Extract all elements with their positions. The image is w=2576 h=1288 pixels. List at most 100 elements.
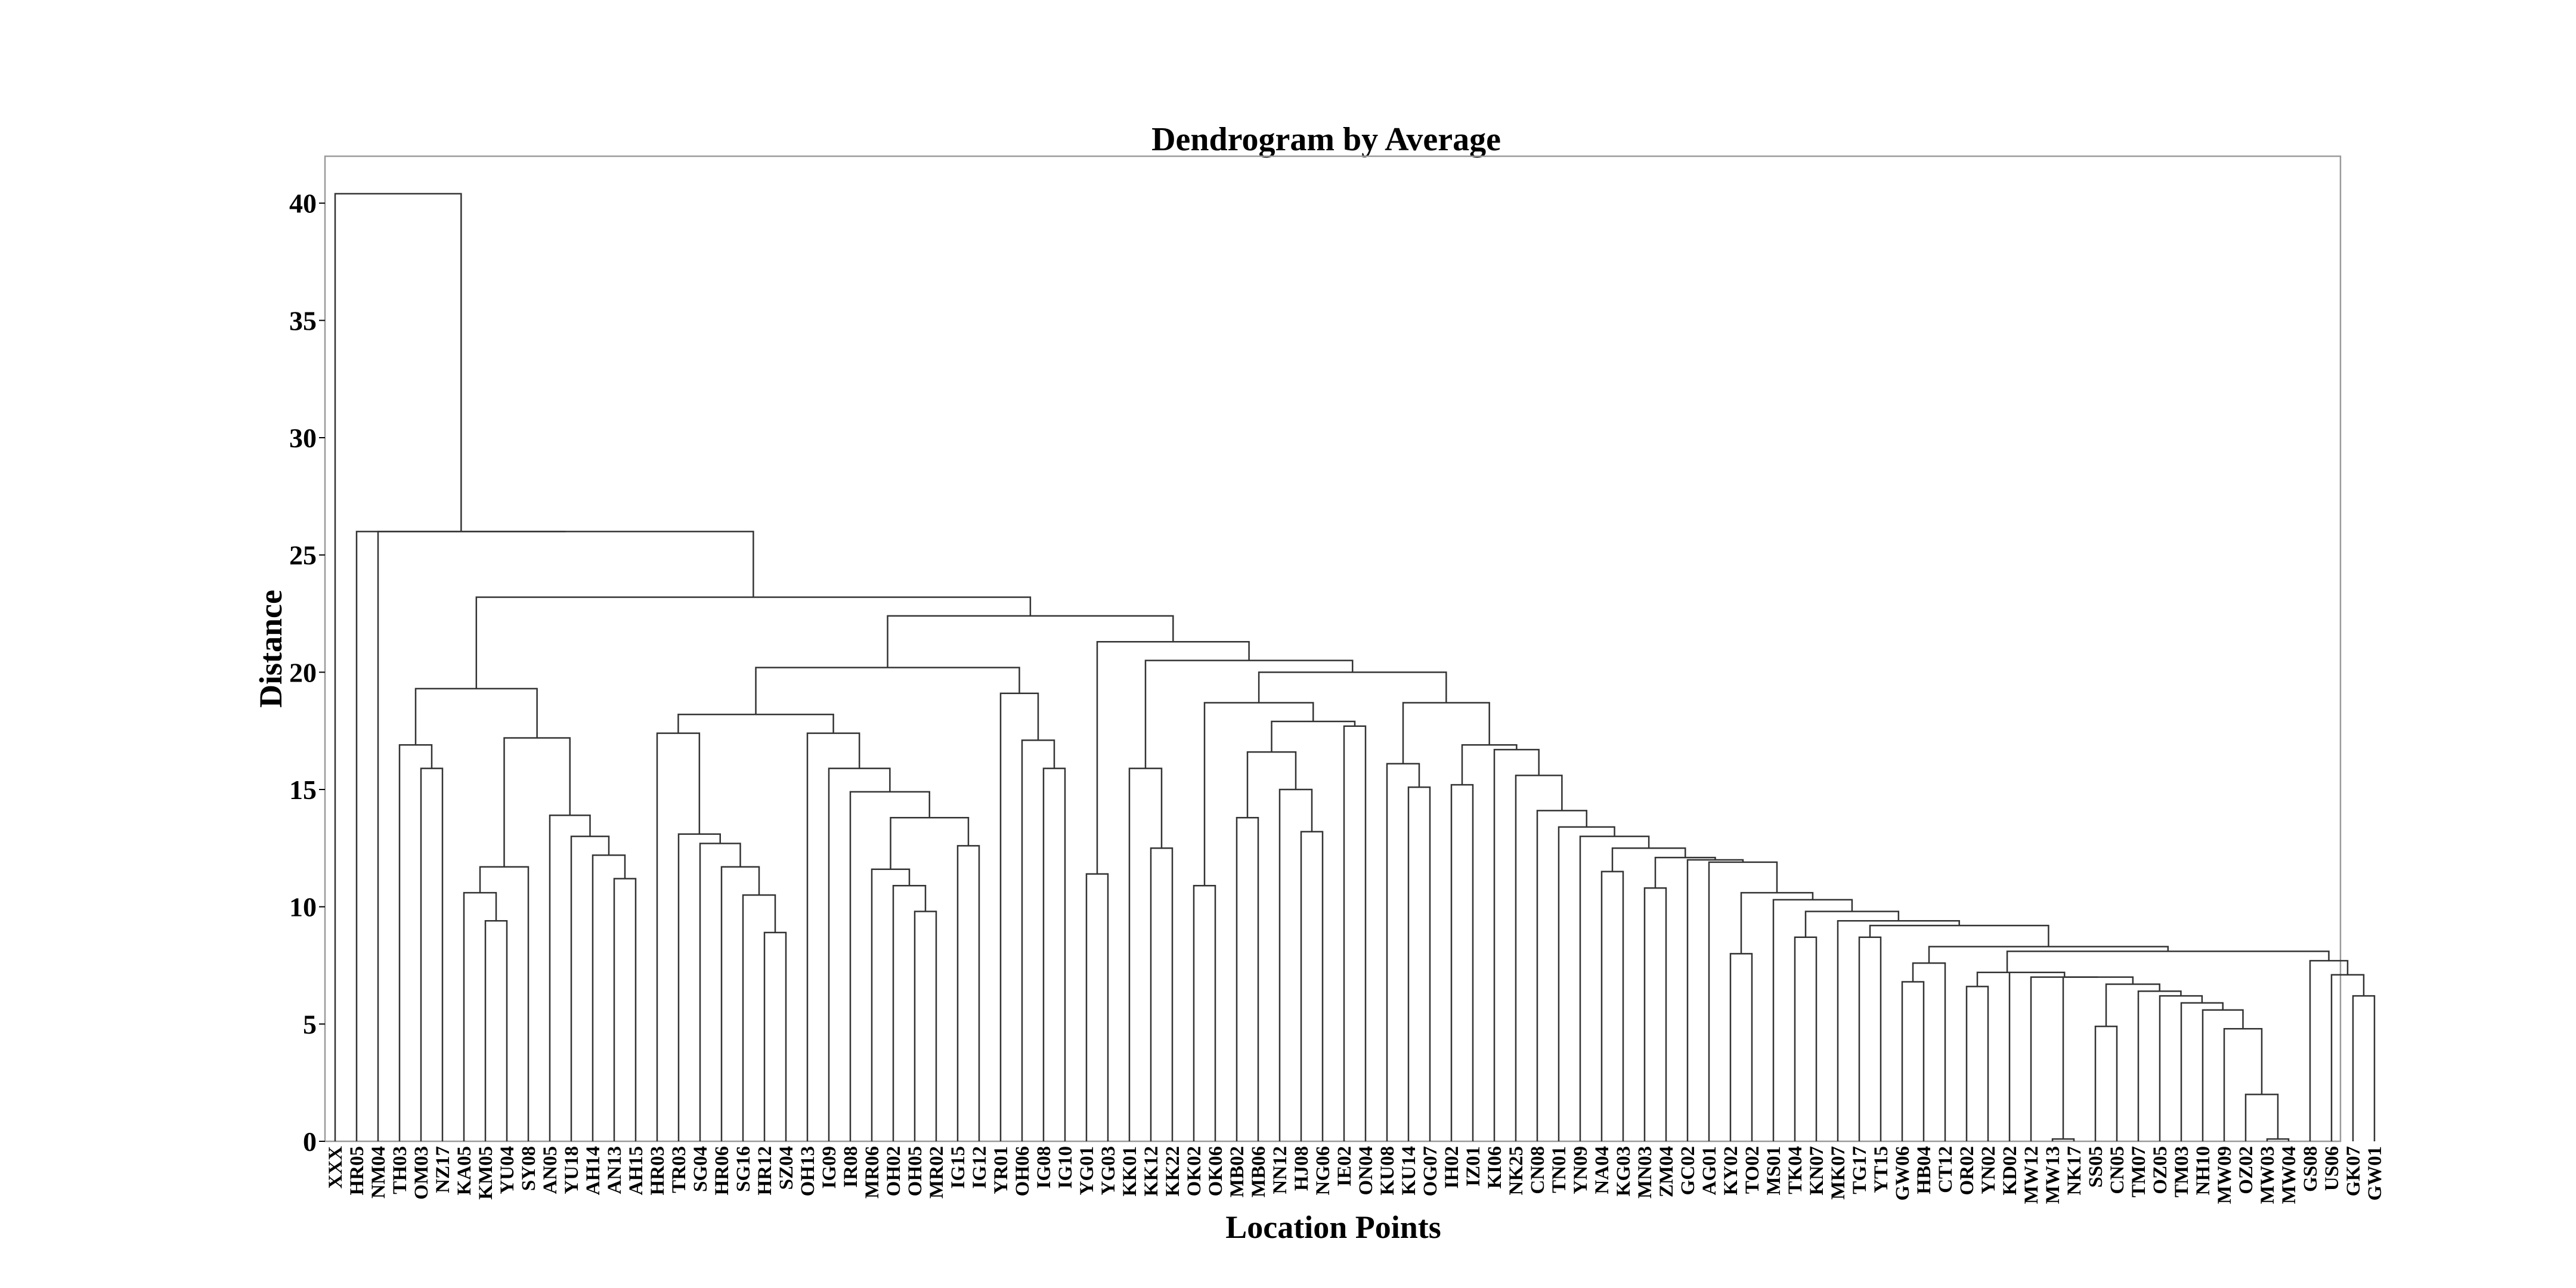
dendrogram-link: [1976, 971, 2038, 987]
x-tick-label: YU04: [497, 1146, 518, 1194]
x-tick-label: OM03: [411, 1146, 432, 1200]
x-tick-label: YT15: [1871, 1146, 1892, 1193]
x-tick-label: MR06: [862, 1146, 883, 1199]
x-tick-label: TR03: [668, 1146, 690, 1193]
y-tick-label: 25: [289, 540, 317, 571]
dendrogram-link: [1128, 767, 1163, 1141]
y-tick-label: 40: [289, 188, 317, 219]
x-tick-label: CN05: [2107, 1146, 2128, 1194]
dendrogram-link: [1600, 871, 1624, 1141]
x-tick-label: HR06: [711, 1146, 733, 1196]
x-tick-label: OH13: [797, 1146, 819, 1196]
dendrogram-link: [1654, 856, 1716, 888]
y-tick-label: 30: [289, 423, 317, 453]
dendrogram-link: [2094, 1026, 2118, 1141]
x-tick-label: KK12: [1141, 1146, 1162, 1196]
y-tick-label: 5: [303, 1009, 317, 1039]
x-tick-label: KK01: [1119, 1146, 1141, 1196]
dendrogram-link: [1493, 748, 1540, 1141]
x-tick-label: YR01: [990, 1146, 1012, 1194]
x-tick-label: IZ01: [1463, 1146, 1484, 1187]
dendrogram-link: [1515, 775, 1563, 1141]
x-tick-label: SZ04: [776, 1146, 797, 1190]
x-tick-label: NZ17: [432, 1146, 454, 1193]
x-tick-label: KU14: [1398, 1146, 1420, 1196]
dendrogram-link: [2309, 959, 2349, 1141]
dendrogram-link: [1246, 751, 1297, 818]
dendrogram-link: [1708, 861, 1778, 1141]
x-tick-label: HR05: [346, 1146, 368, 1196]
x-tick-label: SG16: [733, 1146, 754, 1192]
x-tick-label: YG01: [1076, 1146, 1098, 1196]
x-tick-label: YN02: [1978, 1146, 1999, 1194]
dendrogram-link: [2223, 1027, 2263, 1141]
dendrogram-link: [1278, 788, 1313, 1141]
dendrogram-link: [2352, 995, 2376, 1141]
x-tick-label: NK17: [2064, 1146, 2085, 1196]
dendrogram-link: [1643, 887, 1667, 1141]
x-tick-label: MS01: [1763, 1146, 1785, 1196]
x-tick-label: TM03: [2171, 1146, 2193, 1197]
dendrogram-link: [1837, 920, 1960, 1141]
dendrogram-link: [1150, 847, 1174, 1141]
x-tick-label: GW01: [2364, 1146, 2386, 1201]
x-tick-label: AH14: [583, 1146, 604, 1196]
x-tick-label: GS08: [2300, 1146, 2321, 1192]
dendrogram-link: [2030, 976, 2098, 1141]
x-axis-label: Location Points: [1225, 1209, 1441, 1245]
dendrogram-link: [1740, 891, 1814, 954]
x-tick-label: OK02: [1184, 1146, 1205, 1196]
x-tick-label: TG17: [1849, 1146, 1871, 1194]
dendrogram-link: [1271, 720, 1356, 753]
x-tick-label: AN05: [540, 1146, 561, 1194]
dendrogram-link: [503, 737, 571, 867]
x-tick-label: CT12: [1935, 1146, 1956, 1193]
dendrogram-link: [2137, 990, 2182, 1141]
x-tick-label: HJ08: [1291, 1146, 1312, 1191]
x-tick-label: SG04: [690, 1146, 711, 1192]
x-tick-label: KA05: [454, 1146, 475, 1196]
x-tick-label: MB06: [1248, 1146, 1270, 1197]
x-tick-label: NG06: [1312, 1146, 1334, 1196]
dendrogram-link: [1300, 831, 1324, 1141]
dendrogram-link: [2062, 976, 2134, 1140]
dendrogram-link: [956, 845, 980, 1141]
plot-frame: [324, 155, 2342, 1143]
dendrogram-link: [828, 767, 891, 1141]
dendrogram-link: [613, 878, 637, 1141]
dendrogram-link: [1558, 826, 1615, 1141]
dendrogram-link: [1611, 847, 1686, 872]
x-tick-label: GC02: [1677, 1146, 1699, 1196]
dendrogram-link: [1343, 725, 1367, 1141]
dendrogram-link: [398, 744, 433, 1141]
dendrogram-link: [1858, 936, 1882, 1141]
dendrogram-link: [892, 885, 927, 1141]
x-tick-label: IE02: [1334, 1146, 1355, 1187]
dendrogram-link: [2008, 971, 2066, 1141]
x-tick-label: KM05: [475, 1146, 497, 1200]
dendrogram-link: [549, 815, 591, 1141]
dendrogram-link: [1096, 640, 1250, 874]
dendrogram-link: [871, 868, 911, 1141]
dendrogram-link: [1042, 767, 1066, 1141]
x-tick-label: OG07: [1420, 1146, 1441, 1196]
y-tick-label: 35: [289, 305, 317, 336]
dendrogram-link: [1901, 981, 1925, 1141]
dendrogram-link: [1258, 671, 1447, 703]
x-tick-label: MB02: [1227, 1146, 1248, 1197]
dendrogram-link: [1407, 786, 1431, 1141]
y-tick-label: 0: [303, 1126, 317, 1157]
dendrogram-link: [1536, 810, 1588, 1141]
dendrogram-link: [806, 732, 860, 1141]
x-tick-label: GK07: [2343, 1146, 2364, 1196]
x-tick-label: IG08: [1033, 1146, 1055, 1189]
y-tick-label: 20: [289, 657, 317, 688]
dendrogram-link: [1729, 953, 1753, 1141]
x-tick-label: OK06: [1205, 1146, 1227, 1196]
x-tick-label: IG12: [969, 1146, 990, 1189]
x-tick-label: OH05: [905, 1146, 926, 1196]
dendrogram-link: [2202, 1009, 2244, 1141]
x-tick-label: YN09: [1570, 1146, 1592, 1194]
x-tick-label: KK22: [1162, 1146, 1184, 1196]
dendrogram-link: [377, 531, 754, 1141]
